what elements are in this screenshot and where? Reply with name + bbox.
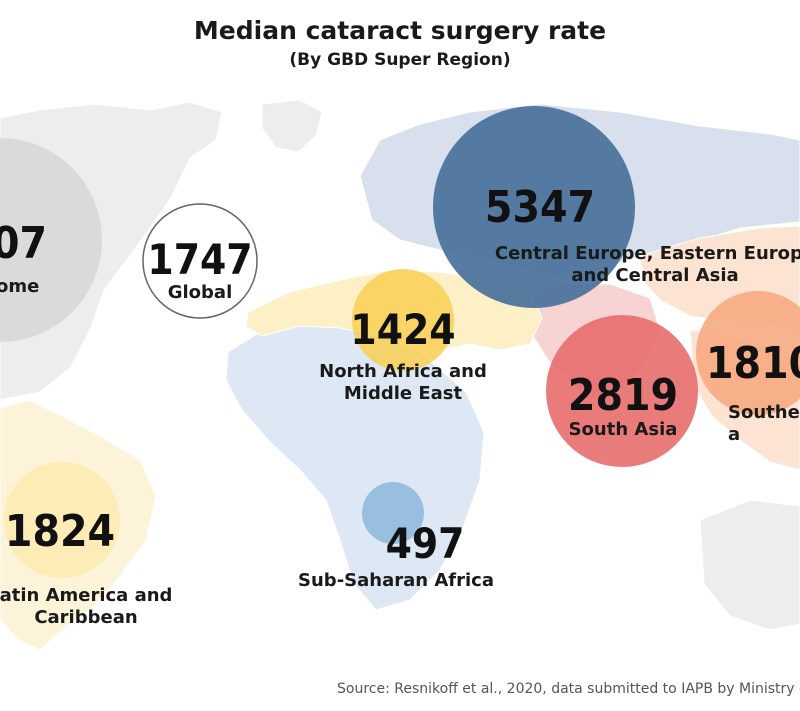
- bubble-circle-southeast-asia: [696, 291, 800, 415]
- bubble-label-south-asia: South Asia: [569, 419, 678, 440]
- source-note: Source: Resnikoff et al., 2020, data sub…: [337, 681, 800, 697]
- land-greenland: [261, 99, 323, 153]
- bubble-label-north-africa: Middle East: [344, 383, 463, 404]
- bubble-value-global: 1747: [147, 235, 252, 284]
- bubble-circle-latin-america: [4, 462, 120, 578]
- bubble-circle-central-europe: [433, 106, 635, 308]
- bubble-circle-north-africa: [352, 269, 454, 371]
- bubble-circle-high-income: [0, 138, 102, 342]
- bubble-value-central-europe: 5347: [485, 182, 595, 233]
- bubble-circle-south-asia: [546, 315, 698, 467]
- bubble-label-high-income: ome: [0, 276, 39, 297]
- page-title: Median cataract surgery rate: [193, 16, 607, 45]
- bubble-value-south-asia: 2819: [568, 370, 678, 421]
- bubble-value-sub-saharan: 497: [386, 519, 465, 568]
- bubble-label-latin-america: atin America and: [0, 585, 172, 606]
- bubble-label-southeast-asia: Southe: [728, 402, 800, 423]
- bubble-value-north-africa: 1424: [350, 305, 455, 354]
- bubble-label-southeast-asia: a: [728, 424, 740, 445]
- bubble-label-north-africa: North Africa and: [319, 361, 487, 382]
- bubble-label-latin-america: Caribbean: [34, 607, 137, 628]
- bubble-label-global: Global: [168, 282, 233, 303]
- bubble-label-central-europe: and Central Asia: [571, 265, 738, 286]
- bubble-high-income: 07 ome: [0, 138, 102, 342]
- bubble-label-central-europe: Central Europe, Eastern Europe: [495, 243, 800, 264]
- page-subtitle: (By GBD Super Region): [289, 50, 511, 70]
- bubble-label-sub-saharan: Sub-Saharan Africa: [298, 570, 494, 591]
- bubble-value-high-income: 07: [0, 218, 47, 269]
- land-australia: [699, 499, 800, 631]
- bubble-value-latin-america: 1824: [5, 506, 115, 557]
- bubble-circle-global: [142, 203, 258, 319]
- bubble-circle-sub-saharan: [362, 482, 424, 544]
- bubble-value-southeast-asia: 1810: [706, 338, 800, 389]
